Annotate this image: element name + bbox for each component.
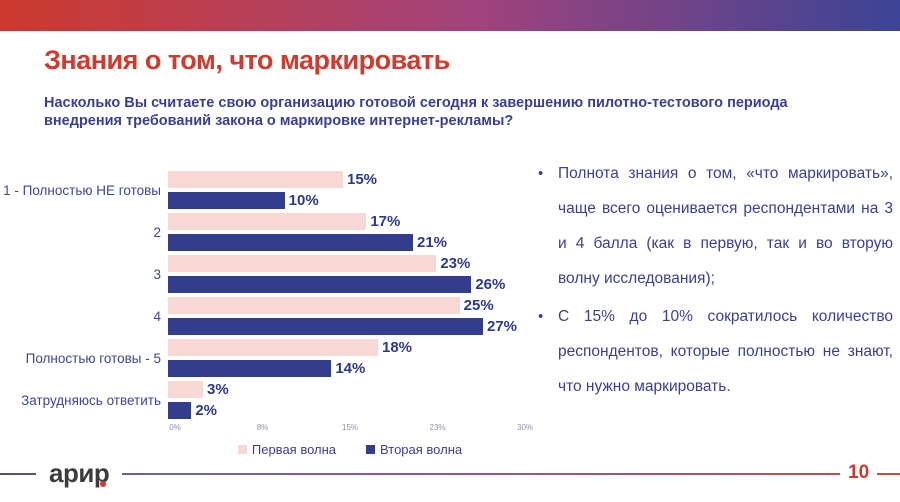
insight-text: С 15% до 10% сократилось количество респ… [558, 308, 893, 395]
bar-row: 27% [168, 318, 540, 335]
bar-row: 17% [168, 213, 540, 230]
category-bars: 3% 2% [168, 381, 540, 419]
chart-legend: Первая волна Вторая волна [175, 442, 525, 457]
x-axis: 0% 8% 15% 23% 30% [169, 423, 533, 436]
chart-group: 4 25% 27% [0, 297, 545, 335]
legend-swatch-icon [366, 445, 376, 454]
legend-label: Первая волна [251, 442, 337, 457]
logo-red-dot-icon [100, 481, 107, 487]
bar-row: 15% [168, 171, 540, 188]
legend-label: Вторая волна [380, 442, 463, 457]
bar-row: 2% [168, 402, 540, 419]
chart-groups: 1 - Полностью НЕ готовы 15% 10% 2 17% 21% 3 23%… [0, 171, 545, 419]
bar-wave1 [168, 381, 203, 398]
bar-row: 14% [168, 360, 540, 377]
value-label: 18% [382, 339, 413, 356]
bullet-dot-icon: • [538, 308, 544, 325]
insight-bullet: • Полнота знания о том, «что маркировать»… [537, 156, 893, 296]
category-bars: 25% 27% [168, 297, 540, 335]
category-bars: 17% 21% [168, 213, 540, 251]
value-label: 15% [347, 171, 378, 188]
page-title: Знания о том, что маркировать [44, 45, 450, 75]
bar-wave1 [168, 255, 437, 272]
bar-wave2 [168, 360, 332, 377]
bar-row: 23% [168, 255, 540, 272]
value-label: 14% [335, 360, 366, 377]
category-label: 2 [153, 224, 161, 240]
value-label: 27% [487, 318, 518, 335]
bar-wave1 [168, 297, 460, 314]
bar-wave1 [168, 339, 378, 356]
category-label: 3 [153, 266, 161, 282]
chart-group: 3 23% 26% [0, 255, 545, 293]
value-label: 3% [207, 381, 229, 398]
top-gradient-bar [0, 0, 900, 31]
page-number: 10 [840, 461, 878, 485]
category-label: Полностью готовы - 5 [25, 350, 161, 366]
bar-row: 25% [168, 297, 540, 314]
bar-row: 10% [168, 192, 540, 209]
category-label: 4 [153, 308, 161, 324]
bar-wave2 [168, 192, 285, 209]
bar-row: 18% [168, 339, 540, 356]
value-label: 23% [440, 255, 471, 272]
bar-wave1 [168, 171, 343, 188]
chart-group: 1 - Полностью НЕ готовы 15% 10% [0, 171, 545, 209]
arir-logo-text: арир [49, 458, 110, 488]
category-bars: 18% 14% [168, 339, 540, 377]
category-bars: 23% 26% [168, 255, 540, 293]
survey-question-subtitle: Насколько Вы считаете свою организацию г… [44, 95, 788, 129]
x-axis-tick: 8% [256, 423, 269, 432]
bar-wave1 [168, 213, 367, 230]
value-label: 17% [370, 213, 401, 230]
insight-bullet: • С 15% до 10% сократилось количество рес… [537, 299, 893, 404]
readiness-bar-chart: 1 - Полностью НЕ готовы 15% 10% 2 17% 21% 3 23%… [0, 171, 545, 457]
value-label: 10% [288, 192, 319, 209]
x-axis-tick: 30% [516, 423, 534, 432]
insight-text: Полнота знания о том, «что маркировать»,… [558, 165, 893, 287]
bar-row: 21% [168, 234, 540, 251]
category-bars: 15% 10% [168, 171, 540, 209]
footer-divider-line [0, 473, 900, 475]
value-label: 25% [463, 297, 494, 314]
bullet-dot-icon: • [538, 165, 544, 182]
legend-item: Первая волна [237, 442, 337, 457]
insights-bullet-list: • Полнота знания о том, «что маркировать»… [537, 156, 893, 404]
x-axis-tick: 15% [341, 423, 359, 432]
category-label: Затрудняюсь ответить [21, 392, 161, 408]
category-label: 1 - Полностью НЕ готовы [3, 182, 161, 198]
x-axis-tick: 0% [169, 423, 181, 432]
value-label: 2% [195, 402, 218, 419]
bar-row: 26% [168, 276, 540, 293]
bar-wave2 [168, 234, 413, 251]
value-label: 26% [475, 276, 506, 293]
bar-wave2 [168, 276, 472, 293]
chart-group: Затрудняюсь ответить 3% 2% [0, 381, 545, 419]
legend-item: Вторая волна [366, 442, 462, 457]
x-axis-tick: 23% [429, 423, 446, 432]
bar-wave2 [168, 318, 483, 335]
chart-group: 2 17% 21% [0, 213, 545, 251]
arir-logo: арир [36, 458, 123, 488]
value-label: 21% [417, 234, 448, 251]
bar-wave2 [168, 402, 192, 419]
bar-row: 3% [168, 381, 540, 398]
legend-swatch-icon [237, 445, 247, 454]
chart-group: Полностью готовы - 5 18% 14% [0, 339, 545, 377]
